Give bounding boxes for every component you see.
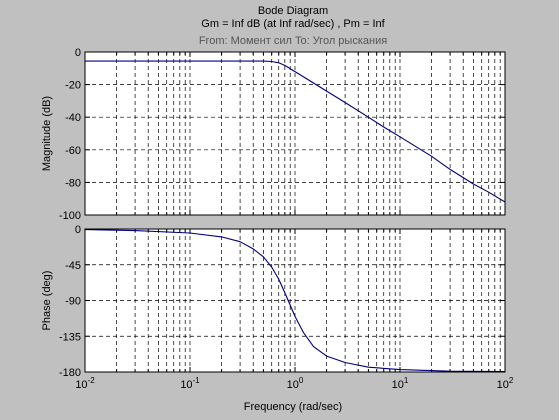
phase-axes-frame (84, 228, 506, 373)
x-tick-exponent: -1 (193, 376, 201, 385)
y-tick-label: 0 (75, 224, 81, 236)
x-tick-exponent: 1 (404, 376, 409, 385)
chart-subtitle: Gm = Inf dB (at Inf rad/sec) , Pm = Inf (201, 18, 385, 30)
phase-panel: 0 -45 -90 -135 -180 Phase (deg) (41, 224, 506, 379)
x-tick-exponent: 2 (509, 376, 514, 385)
io-label: From: Момент сил To: Угол рыскания (199, 35, 387, 47)
magnitude-series-line (85, 60, 506, 203)
y-tick-label: -90 (65, 296, 81, 308)
y-tick-label: 0 (75, 47, 81, 59)
y-tick-label: -40 (65, 112, 81, 124)
y-tick-label: -80 (65, 177, 81, 189)
y-tick-label: -135 (59, 331, 81, 343)
y-tick-label: -100 (59, 210, 81, 222)
y-tick-label: -60 (65, 145, 81, 157)
magnitude-axes-frame (84, 51, 506, 216)
y-tick-label: -20 (65, 80, 81, 92)
phase-y-axis-label: Phase (deg) (41, 271, 53, 331)
y-tick-label: -45 (65, 260, 81, 272)
x-tick-exponent: -2 (88, 376, 96, 385)
chart-title: Bode Diagram (258, 5, 328, 17)
x-tick-exponent: 0 (299, 376, 304, 385)
magnitude-y-axis-label: Magnitude (dB) (41, 96, 53, 171)
x-axis-label: Frequency (rad/sec) (244, 401, 342, 413)
phase-series-line (84, 229, 506, 373)
magnitude-panel: 0 -20 -40 -60 -80 -100 Magnitude (dB) (41, 47, 506, 222)
y-tick-label: -180 (59, 367, 81, 379)
